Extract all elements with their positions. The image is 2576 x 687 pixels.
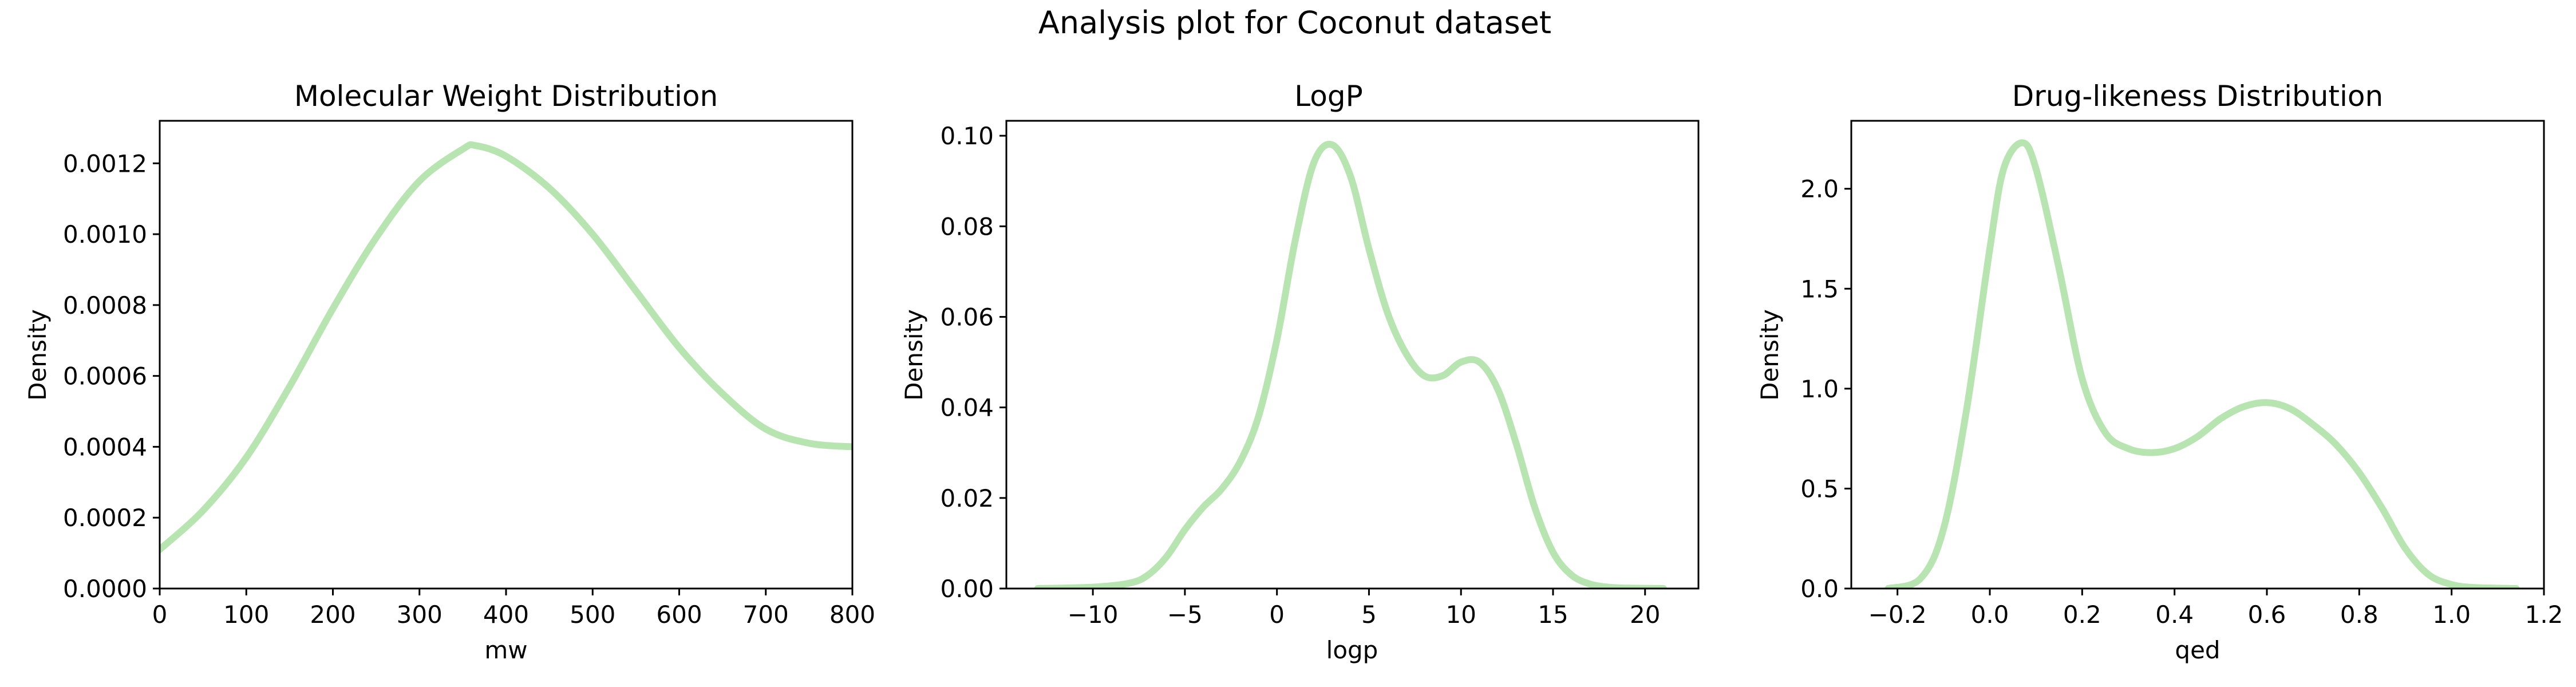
mw-y-tick-label: 0.0012	[63, 149, 147, 177]
logp-x-tick-label: 15	[1538, 601, 1568, 629]
mw-x-tick-label: 600	[656, 601, 702, 629]
mw-panel-title: Molecular Weight Distribution	[294, 80, 718, 113]
qed-x-tick-label: 1.0	[2432, 601, 2471, 629]
qed-x-tick-label: 0.2	[2063, 601, 2101, 629]
qed-y-tick-label: 1.0	[1800, 375, 1839, 403]
mw-x-tick-label: 0	[152, 601, 168, 629]
mw-x-tick-label: 300	[397, 601, 442, 629]
qed-x-axis-label: qed	[2175, 636, 2220, 664]
mw-y-tick-label: 0.0004	[63, 433, 147, 461]
qed-y-tick-label: 0.5	[1800, 475, 1839, 503]
qed-x-tick-label: 0.8	[2340, 601, 2379, 629]
qed-panel-title: Drug-likeness Distribution	[2012, 80, 2383, 113]
logp-x-tick-label: 10	[1445, 601, 1476, 629]
logp-y-tick-label: 0.08	[940, 212, 994, 240]
logp-density-curve	[1034, 141, 1667, 589]
qed-plot-area: −0.2 0.0 0.2 0.4 0.6 0.8 1.0 1.2 0.0 0.5 1.0 1.5 2.0	[1800, 139, 2563, 629]
logp-y-tick-label: 0.02	[940, 484, 994, 512]
logp-panel-title: LogP	[1294, 80, 1362, 113]
qed-x-tick-label: 0.4	[2155, 601, 2194, 629]
mw-x-tick-label: 700	[743, 601, 789, 629]
mw-x-tick-label: 200	[310, 601, 355, 629]
logp-x-tick-label: 5	[1361, 601, 1377, 629]
mw-y-tick-label: 0.0010	[63, 220, 147, 248]
mw-y-tick-label: 0.0000	[63, 575, 147, 603]
mw-density-curve	[160, 141, 852, 553]
logp-x-tick-label: 0	[1269, 601, 1285, 629]
mw-x-tick-label: 800	[829, 601, 875, 629]
logp-y-tick-label: 0.10	[940, 122, 994, 150]
logp-y-axis-label: Density	[900, 309, 928, 401]
mw-x-tick-label: 100	[223, 601, 269, 629]
mw-x-axis-label: mw	[484, 636, 527, 664]
mw-x-tick-label: 500	[570, 601, 615, 629]
mw-y-axis-label: Density	[23, 309, 52, 401]
mw-y-tick-label: 0.0002	[63, 504, 147, 532]
logp-x-axis-label: logp	[1326, 636, 1378, 664]
logp-y-tick-label: 0.06	[940, 303, 994, 331]
mw-y-tick-label: 0.0008	[63, 291, 147, 319]
figure-suptitle: Analysis plot for Coconut dataset	[1038, 5, 1551, 41]
logp-x-tick-label: −5	[1167, 601, 1203, 629]
logp-axes-frame	[1005, 120, 1700, 590]
mw-axes-frame	[159, 120, 854, 590]
qed-y-tick-label: 1.5	[1800, 275, 1839, 303]
mw-y-tick-label: 0.0006	[63, 362, 147, 390]
logp-x-tick-label: 20	[1630, 601, 1660, 629]
logp-distribution-panel: LogP −10 −5 0 5 10 15 20 0.00 0.02 0.04 0.06 0.08 0.…	[900, 80, 1700, 664]
logp-plot-area: −10 −5 0 5 10 15 20 0.00 0.02 0.04 0.06 0.08 0.10	[940, 122, 1667, 629]
qed-x-tick-label: 0.6	[2248, 601, 2286, 629]
qed-y-axis-label: Density	[1756, 309, 1784, 401]
qed-y-tick-label: 0.0	[1800, 575, 1839, 603]
qed-x-tick-label: 1.2	[2525, 601, 2563, 629]
logp-x-tick-label: −10	[1068, 601, 1119, 629]
qed-y-tick-label: 2.0	[1800, 175, 1839, 203]
logp-y-tick-label: 0.00	[940, 575, 994, 603]
mw-x-tick-label: 400	[483, 601, 529, 629]
mw-distribution-panel: Molecular Weight Distribution 0 100 200 300…	[23, 80, 875, 664]
logp-y-tick-label: 0.04	[940, 394, 994, 422]
mw-plot-area: 0 100 200 300 400 500 600 700 800 0.0000 0.0002 0.0…	[63, 141, 875, 629]
qed-axes-frame	[1850, 120, 2545, 590]
qed-x-tick-label: −0.2	[1868, 601, 1927, 629]
qed-distribution-panel: Drug-likeness Distribution −0.2 0.0 0.2 0.4…	[1756, 80, 2563, 664]
qed-density-curve	[1884, 139, 2520, 589]
qed-x-tick-label: 0.0	[1971, 601, 2009, 629]
